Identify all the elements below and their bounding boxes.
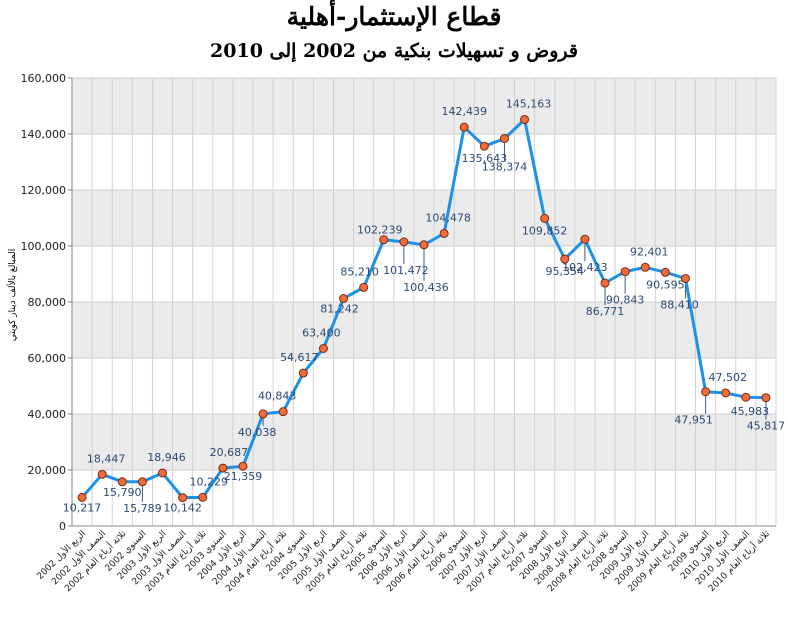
data-label: 54,617 (280, 351, 319, 364)
data-point (117, 477, 127, 487)
axes (68, 77, 776, 527)
data-label: 47,502 (708, 371, 747, 384)
data-label: 10,229 (189, 475, 228, 488)
data-point (680, 273, 690, 283)
chart-title: قطاع الإستثمار-أهلية (286, 2, 502, 31)
data-label: 81,242 (320, 303, 359, 316)
data-point (479, 141, 489, 151)
y-tick-label: 80,000 (28, 296, 67, 309)
data-label: 100,436 (403, 281, 449, 294)
data-label: 90,595 (646, 278, 685, 291)
y-tick-label: 20,000 (28, 464, 67, 477)
data-label: 15,790 (103, 486, 142, 499)
y-tick-label: 160,000 (21, 72, 67, 85)
chart-subtitle: قروض و تسهيلات بنكية من 2002 إلى 2010 (210, 40, 578, 62)
data-point (399, 237, 409, 247)
data-label: 15,789 (123, 502, 162, 515)
vertical-gridlines (71, 78, 777, 526)
data-label: 10,217 (63, 501, 102, 514)
data-label: 63,400 (302, 326, 341, 339)
data-label: 135,643 (462, 152, 508, 165)
y-tick-label: 0 (59, 520, 66, 533)
data-point (419, 240, 429, 250)
data-point (439, 228, 449, 238)
data-point (660, 267, 670, 277)
data-label: 10,142 (163, 502, 202, 515)
data-point (721, 388, 731, 398)
data-label: 20,687 (210, 446, 249, 459)
y-tick-labels: 0 20,000 40,000 60,000 80,000 100,000 120,000 1… (21, 72, 67, 533)
data-label: 90,843 (606, 294, 645, 307)
data-point (278, 407, 288, 417)
data-point (218, 463, 228, 473)
data-point (379, 235, 389, 245)
data-point (298, 368, 308, 378)
data-point (560, 254, 570, 264)
data-point (178, 493, 188, 503)
data-label: 21,359 (224, 470, 263, 483)
data-labels: 10,217 18,447 15,790 15,789 18,946 10,142 10,2… (63, 98, 785, 515)
data-label: 142,439 (441, 105, 487, 118)
data-point (258, 409, 268, 419)
grid-bands (72, 78, 776, 470)
y-tick-label: 140,000 (21, 128, 67, 141)
data-label: 45,983 (731, 405, 770, 418)
data-point (238, 461, 248, 471)
data-label: 145,163 (506, 98, 552, 111)
y-tick-label: 60,000 (28, 352, 67, 365)
data-point (77, 492, 87, 502)
data-point (459, 122, 469, 132)
data-point (741, 392, 751, 402)
data-label: 85,210 (340, 265, 379, 278)
data-label: 45,817 (747, 420, 786, 433)
data-label: 101,472 (383, 264, 429, 277)
data-label: 102,423 (562, 261, 608, 274)
data-label: 47,951 (674, 414, 713, 427)
data-label: 86,771 (586, 305, 625, 318)
grid-band (72, 414, 776, 470)
data-point (761, 393, 771, 403)
y-tick-label: 40,000 (28, 408, 67, 421)
data-point (520, 115, 530, 125)
data-label: 40,843 (258, 390, 297, 403)
data-point (339, 294, 349, 304)
data-label: 138,374 (482, 161, 528, 174)
data-label: 95,354 (546, 265, 585, 278)
grid-band (72, 190, 776, 246)
data-point (137, 477, 147, 487)
data-label: 88,410 (660, 298, 699, 311)
data-point (97, 469, 107, 479)
y-tick-label: 120,000 (21, 184, 67, 197)
y-tick-label: 100,000 (21, 240, 67, 253)
data-label: 40,038 (238, 426, 277, 439)
data-label: 92,401 (630, 245, 669, 258)
data-point (620, 267, 630, 277)
data-point (600, 278, 610, 288)
grid-band (72, 78, 776, 134)
data-point (198, 492, 208, 502)
data-point (580, 234, 590, 244)
data-label: 18,447 (87, 452, 126, 465)
data-point (499, 134, 509, 144)
data-point (359, 282, 369, 292)
grid-band (72, 302, 776, 358)
data-label: 18,946 (147, 451, 186, 464)
data-label: 102,239 (357, 224, 403, 237)
data-points (77, 115, 771, 503)
data-label: 109,852 (522, 224, 568, 237)
data-point (318, 343, 328, 353)
data-point (540, 213, 550, 223)
data-point (158, 468, 168, 478)
data-label: 104,478 (425, 211, 471, 224)
data-point (701, 387, 711, 397)
data-point (640, 262, 650, 272)
